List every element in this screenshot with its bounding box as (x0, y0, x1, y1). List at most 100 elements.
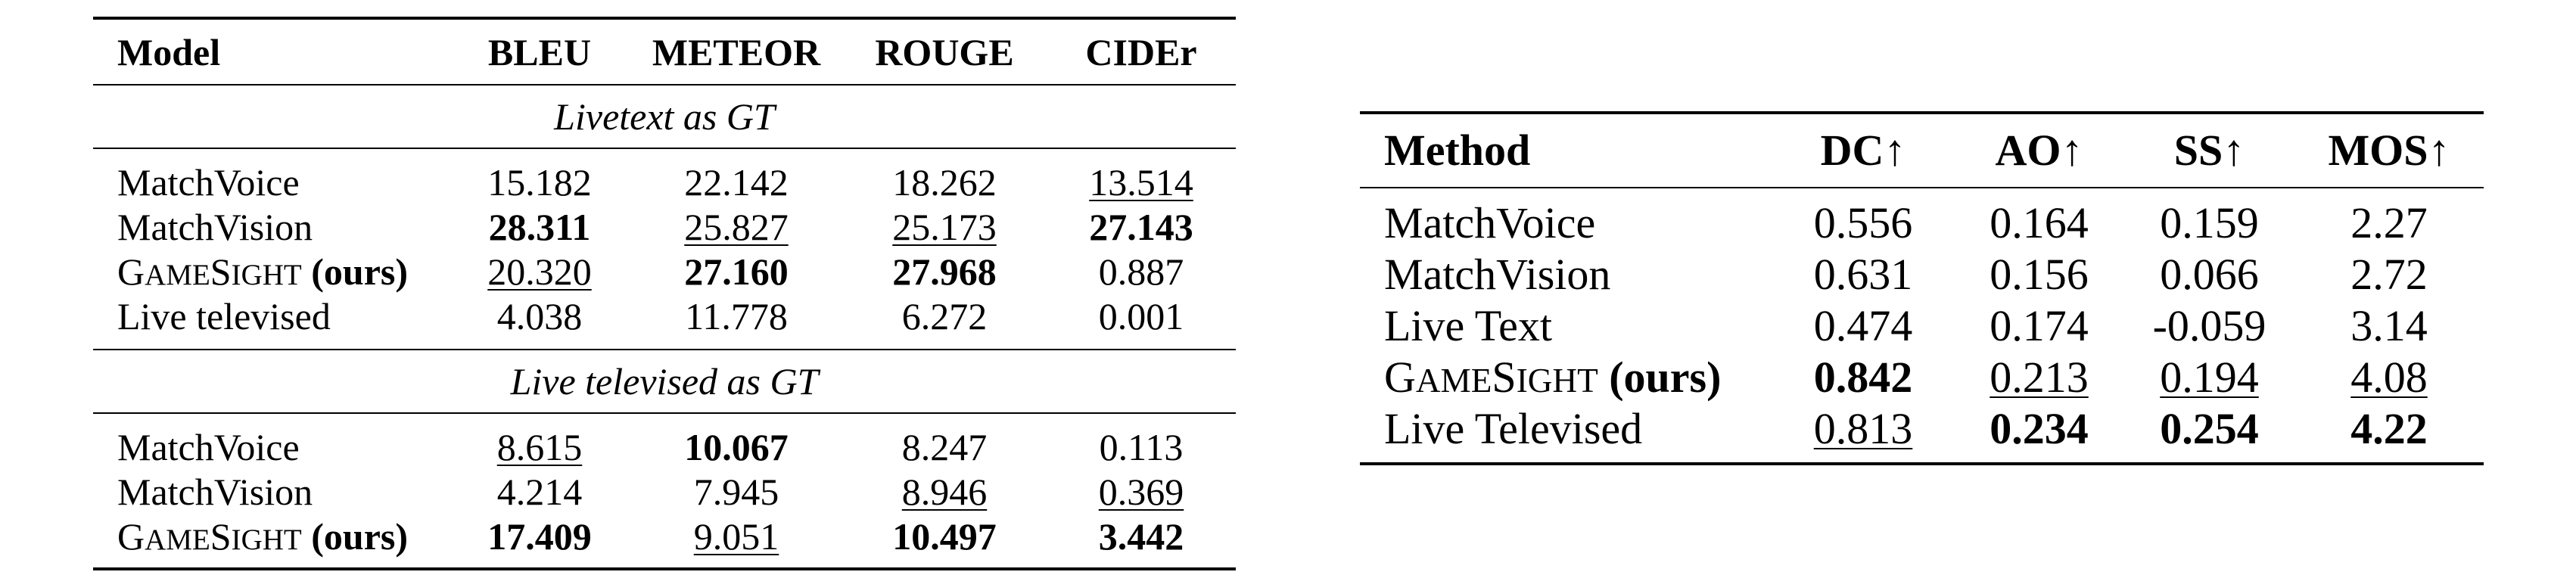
table-cell: 0.234 (1954, 403, 2124, 465)
table-cell: 27.968 (892, 250, 997, 293)
header-mos: MOS↑ (2294, 111, 2484, 188)
table-cell: 0.631 (1813, 250, 1913, 299)
section-header-row: Live televised as GT (93, 350, 1236, 414)
section-title: Livetext as GT (93, 85, 1236, 149)
table-cell: -0.059 (2152, 301, 2266, 350)
table-cell: 18.262 (892, 160, 997, 204)
header-row: Model BLEU METEOR ROUGE CIDEr (93, 17, 1236, 85)
table-cell: 9.051 (630, 514, 842, 570)
smallcaps-part: AME (1415, 362, 1492, 399)
table-cell: 2.72 (2350, 250, 2428, 299)
table-cell: 0.254 (2124, 403, 2294, 465)
smallcaps-part: IGHT (1516, 362, 1598, 399)
table-cell: 10.067 (684, 425, 789, 468)
header-meteor: METEOR (630, 17, 842, 85)
table-cell: 0.194 (2160, 353, 2259, 402)
table-cell: 4.038 (449, 294, 630, 350)
table-row: MatchVoice 15.182 22.142 18.262 13.514 (93, 148, 1236, 204)
table-cell: 8.615 (496, 425, 583, 468)
table-cell: 0.887 (1098, 250, 1184, 293)
table-row: GAMESIGHT (ours) 0.842 0.213 0.194 4.08 (1360, 352, 2484, 403)
table-cell: 2.27 (2350, 198, 2428, 247)
table-cell: 0.164 (1990, 198, 2089, 247)
ours-tag: (ours) (1609, 353, 1722, 402)
model-name: MatchVision (117, 470, 313, 513)
table-cell: 7.945 (693, 470, 779, 513)
table-row: GAMESIGHT (ours) 20.320 27.160 27.968 0.… (93, 249, 1236, 294)
header-bleu: BLEU (449, 17, 630, 85)
method-name: MatchVoice (1384, 198, 1596, 247)
table-cell: 25.827 (684, 205, 789, 248)
table-cell: 10.497 (842, 514, 1047, 570)
table-cell: 4.214 (496, 470, 583, 513)
table-cell: 0.174 (1990, 301, 2089, 350)
table-cell: 0.001 (1047, 294, 1236, 350)
model-name: Live televised (93, 294, 449, 350)
table-cell: 27.160 (684, 250, 789, 293)
table-cell: 0.556 (1813, 198, 1913, 247)
model-name-ours: GAMESIGHT (ours) (93, 249, 449, 294)
section-header-row: Livetext as GT (93, 85, 1236, 149)
table-cell: 22.142 (684, 160, 789, 204)
right-results-table: Method DC↑ AO↑ SS↑ MOS↑ MatchVoice 0.556… (1360, 111, 2484, 465)
method-name-ours: GAMESIGHT (ours) (1360, 352, 1772, 403)
method-name: Live Text (1384, 301, 1552, 350)
table-cell: 25.173 (892, 205, 997, 248)
smallcaps-part: IGHT (231, 258, 302, 291)
left-results-table: Model BLEU METEOR ROUGE CIDEr Livetext a… (93, 17, 1236, 570)
smallcaps-part: G (117, 514, 145, 558)
table-cell: 11.778 (630, 294, 842, 350)
smallcaps-part: G (117, 250, 145, 293)
table-row: MatchVision 28.311 25.827 25.173 27.143 (93, 204, 1236, 249)
table-cell: 3.14 (2350, 301, 2428, 350)
header-dc: DC↑ (1772, 111, 1954, 188)
table-cell: 4.08 (2350, 353, 2428, 402)
table-row: Live televised 4.038 11.778 6.272 0.001 (93, 294, 1236, 350)
table-cell: 13.514 (1089, 160, 1193, 204)
table-row: MatchVoice 0.556 0.164 0.159 2.27 (1360, 188, 2484, 249)
header-method: Method (1360, 111, 1772, 188)
table-cell: 0.113 (1099, 425, 1184, 468)
header-row: Method DC↑ AO↑ SS↑ MOS↑ (1360, 111, 2484, 188)
table-cell: 17.409 (449, 514, 630, 570)
smallcaps-part: S (210, 514, 232, 558)
table-cell: 15.182 (487, 160, 592, 204)
table-cell: 3.442 (1047, 514, 1236, 570)
model-name: MatchVoice (117, 160, 300, 204)
table-cell: 4.22 (2294, 403, 2484, 465)
section-title: Live televised as GT (93, 350, 1236, 414)
table-cell: 20.320 (487, 250, 592, 293)
table-cell: 0.159 (2160, 198, 2259, 247)
smallcaps-part: S (1492, 353, 1517, 402)
smallcaps-part: G (1384, 353, 1416, 402)
header-ao: AO↑ (1954, 111, 2124, 188)
header-ss: SS↑ (2124, 111, 2294, 188)
method-name: MatchVision (1384, 250, 1611, 299)
table-cell: 0.813 (1772, 403, 1954, 465)
smallcaps-part: AME (145, 523, 210, 556)
table-cell: 0.213 (1990, 353, 2089, 402)
table-cell: 6.272 (842, 294, 1047, 350)
table-cell: 28.311 (488, 205, 591, 248)
table-cell: 8.946 (901, 470, 988, 513)
table-cell: 27.143 (1089, 205, 1193, 248)
table-row: Live Televised 0.813 0.234 0.254 4.22 (1360, 403, 2484, 465)
model-name: MatchVision (117, 205, 313, 248)
table-cell: 0.474 (1813, 301, 1913, 350)
header-rouge: ROUGE (842, 17, 1047, 85)
table-cell: 0.842 (1813, 353, 1913, 402)
smallcaps-part: IGHT (231, 523, 302, 556)
smallcaps-part: S (210, 250, 232, 293)
table-row: MatchVision 4.214 7.945 8.946 0.369 (93, 469, 1236, 514)
model-name: MatchVoice (117, 425, 300, 468)
table-row: GAMESIGHT (ours) 17.409 9.051 10.497 3.4… (93, 514, 1236, 570)
ours-tag: (ours) (311, 250, 408, 293)
table-cell: 0.156 (1990, 250, 2089, 299)
table-cell: 0.369 (1098, 470, 1184, 513)
model-name-ours: GAMESIGHT (ours) (93, 514, 449, 570)
header-cider: CIDEr (1047, 17, 1236, 85)
table-row: MatchVision 0.631 0.156 0.066 2.72 (1360, 249, 2484, 300)
header-model: Model (93, 17, 449, 85)
table-row: MatchVoice 8.615 10.067 8.247 0.113 (93, 413, 1236, 469)
table-cell: 8.247 (901, 425, 988, 468)
